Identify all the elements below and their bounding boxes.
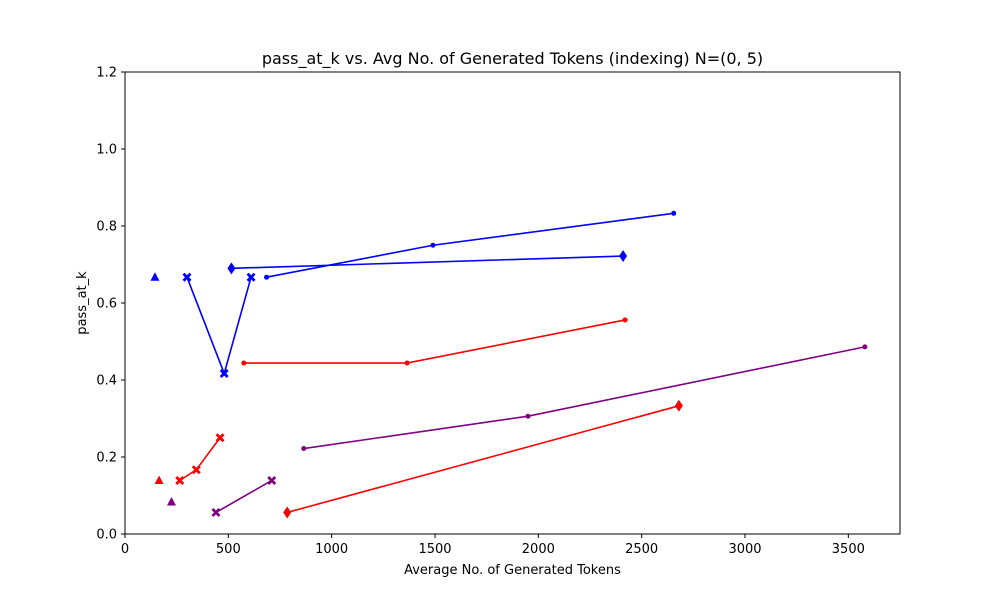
y-tick-label: 1.0 <box>96 143 117 158</box>
series-x <box>211 475 277 517</box>
data-point-diamond <box>619 250 628 263</box>
data-point-triangle <box>154 475 164 484</box>
series-dot <box>301 344 868 452</box>
series-line <box>287 405 680 514</box>
series-triangle <box>167 497 176 506</box>
data-point-dot <box>404 360 410 366</box>
y-tick-label: 0.6 <box>96 297 117 312</box>
data-point-diamond <box>283 506 292 519</box>
data-point-x <box>191 465 201 475</box>
plot-area-frame <box>124 71 901 535</box>
data-point-x <box>215 433 225 443</box>
series-x <box>175 433 225 485</box>
data-point-x <box>211 507 221 517</box>
x-tick-label: 1500 <box>418 542 451 557</box>
data-point-dot <box>430 242 436 248</box>
axis-ticks: 0 500 1000 1500 2000 2500 3000 3500 0.0 0.2 0.4 0.6… <box>96 66 865 558</box>
y-tick-label: 0.8 <box>96 220 117 235</box>
x-tick-label: 0 <box>121 542 129 557</box>
chart-title: pass_at_k vs. Avg No. of Generated Token… <box>262 49 763 69</box>
data-point-dot <box>264 274 270 280</box>
series-x <box>182 272 256 378</box>
series-dot <box>264 210 677 280</box>
x-tick-label: 1000 <box>315 542 348 557</box>
series-dot <box>241 317 628 366</box>
data-point-diamond <box>227 262 236 275</box>
series-triangle <box>150 272 160 281</box>
series-group <box>150 210 868 519</box>
data-point-dot <box>525 413 531 419</box>
x-tick-label: 3500 <box>832 542 865 557</box>
data-point-triangle <box>167 497 176 506</box>
series-diamond <box>283 399 683 519</box>
y-tick-label: 0.0 <box>96 528 117 543</box>
data-point-dot <box>622 317 628 323</box>
series-line <box>215 479 273 514</box>
x-tick-label: 2500 <box>625 542 658 557</box>
data-point-x <box>267 475 277 485</box>
y-axis-label: pass_at_k <box>75 271 90 335</box>
series-line <box>231 255 624 270</box>
series-triangle <box>154 475 164 484</box>
data-point-dot <box>862 344 868 350</box>
data-point-diamond <box>674 399 683 412</box>
x-tick-label: 3000 <box>728 542 761 557</box>
data-point-x <box>175 475 185 485</box>
x-axis-label: Average No. of Generated Tokens <box>404 563 621 578</box>
data-point-dot <box>671 210 677 216</box>
data-point-x <box>246 272 256 282</box>
y-tick-label: 1.2 <box>96 66 117 81</box>
data-point-dot <box>241 360 247 366</box>
series-diamond <box>227 250 628 275</box>
data-point-x <box>219 368 229 378</box>
y-tick-label: 0.2 <box>96 451 117 466</box>
x-tick-label: 500 <box>216 542 241 557</box>
data-point-x <box>182 272 192 282</box>
data-point-triangle <box>150 272 160 281</box>
data-point-dot <box>301 446 307 452</box>
y-tick-label: 0.4 <box>96 374 117 389</box>
x-tick-label: 2000 <box>522 542 555 557</box>
